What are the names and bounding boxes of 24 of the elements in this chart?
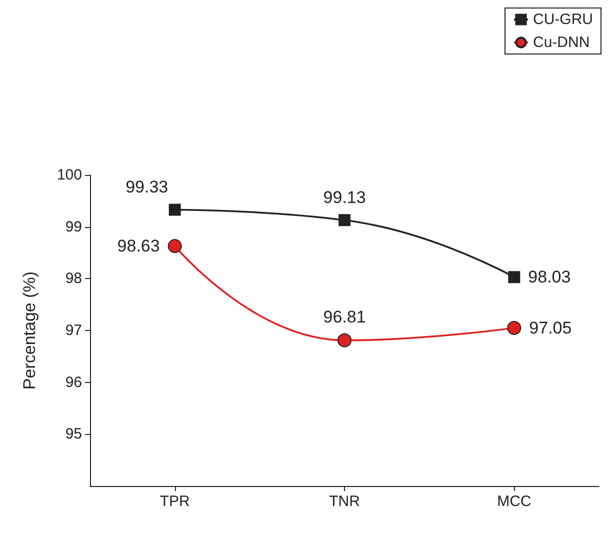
data-label: 99.13 <box>323 188 366 208</box>
point <box>168 204 181 216</box>
point <box>338 214 350 226</box>
data-label: 98.63 <box>117 236 160 256</box>
point <box>507 320 522 335</box>
y-tick-label: 95 <box>65 426 82 443</box>
x-tick-label: MCC <box>497 493 532 510</box>
data-label: 97.05 <box>529 318 572 338</box>
legend-label: Cu-DNN <box>533 34 590 51</box>
data-label: 98.03 <box>528 268 571 287</box>
x-tick-label: TNR <box>329 493 360 510</box>
y-axis-title: Percentage (%) <box>20 271 39 390</box>
point <box>168 239 182 254</box>
y-tick-label: 96 <box>65 374 82 391</box>
y-tick-label: 98 <box>65 270 82 288</box>
legend-label: CU-GRU <box>533 11 594 28</box>
point <box>338 333 352 348</box>
y-tick-label: 99 <box>65 218 82 236</box>
y-tick-label: 100 <box>56 166 82 184</box>
point <box>508 271 520 284</box>
x-tick-label: TPR <box>160 493 190 510</box>
data-label: 96.81 <box>323 307 366 326</box>
y-tick-label: 97 <box>65 322 82 339</box>
data-label: 99.33 <box>126 178 168 197</box>
